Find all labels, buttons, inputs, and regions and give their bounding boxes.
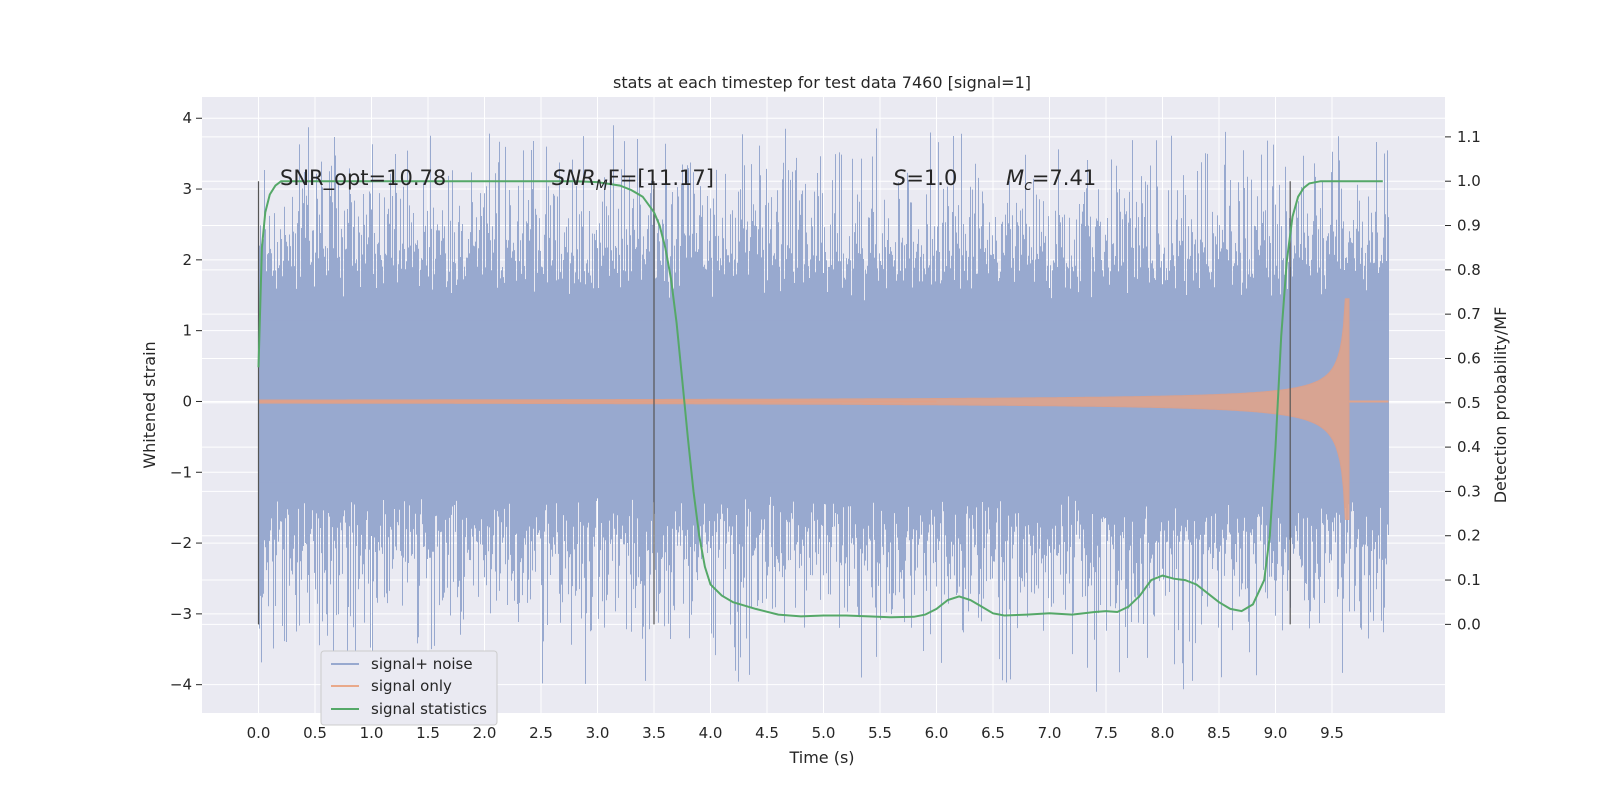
right-y-tick-label: 0.3 [1457, 482, 1481, 500]
right-y-tick-label: 0.8 [1457, 261, 1481, 279]
x-tick-label: 8.0 [1151, 724, 1175, 742]
mc-base: M [1006, 166, 1024, 190]
annotation-snr-opt: SNR_opt=10.78 [280, 166, 446, 191]
x-tick-label: 2.0 [473, 724, 497, 742]
x-tick-label: 3.5 [642, 724, 666, 742]
x-tick-label: 4.5 [755, 724, 779, 742]
right-y-tick-label: 0.5 [1457, 394, 1481, 412]
signal-chirp [258, 298, 1350, 520]
right-y-tick-labels: 1.1 1.0 0.9 0.8 0.7 0.6 0.5 0.4 0.3 0.2 0.1 0.0 [1457, 128, 1481, 633]
right-y-tick-label: 0.6 [1457, 349, 1481, 367]
mc-value: =7.41 [1032, 166, 1096, 190]
left-y-tick-label: 1 [182, 322, 192, 340]
left-y-tick-label: −4 [170, 676, 192, 694]
x-tick-label: 3.0 [586, 724, 610, 742]
left-y-tick-label: 2 [182, 251, 192, 269]
x-tick-label: 6.5 [981, 724, 1005, 742]
snr-mf-rest: F=[11.17] [608, 166, 714, 190]
right-y-tick-label: 0.2 [1457, 527, 1481, 545]
vertical-markers [257, 181, 1291, 625]
signal-series [258, 298, 1389, 520]
legend-label-stats: signal statistics [371, 700, 487, 718]
right-y-tick-label: 0.7 [1457, 305, 1481, 323]
x-tick-label: 1.5 [416, 724, 440, 742]
right-y-axis-label: Detection probability/MF [1491, 307, 1510, 504]
legend-box [320, 650, 498, 726]
x-tick-label: 1.0 [360, 724, 384, 742]
left-y-tick-label: 0 [182, 392, 192, 410]
legend-label-noise: signal+ noise [371, 655, 473, 673]
x-axis-label: Time (s) [788, 748, 854, 767]
right-y-tick-label: 0.4 [1457, 438, 1481, 456]
x-tick-label: 9.5 [1320, 724, 1344, 742]
right-y-tick-label: 0.1 [1457, 571, 1481, 589]
s-value: =1.0 [906, 166, 957, 190]
right-y-tick-label: 1.0 [1457, 172, 1481, 190]
x-tick-label: 8.5 [1207, 724, 1231, 742]
right-y-tick-label: 0.9 [1457, 217, 1481, 235]
mc-sub: c [1024, 178, 1032, 194]
snr-mf-sub: M [596, 178, 608, 194]
left-y-tick-label: −3 [170, 605, 192, 623]
right-y-tick-label: 0.0 [1457, 615, 1481, 633]
x-tick-label: 9.0 [1264, 724, 1288, 742]
x-tick-label: 5.5 [868, 724, 892, 742]
legend: signal+ noise signal only signal statist… [320, 650, 498, 726]
legend-label-signal: signal only [371, 677, 452, 695]
x-tick-label: 4.0 [699, 724, 723, 742]
x-tick-label: 7.0 [1038, 724, 1062, 742]
left-y-tick-label: 4 [182, 109, 192, 127]
left-y-tick-labels: 4 3 2 1 0 −1 −2 −3 −4 [170, 109, 192, 693]
x-tick-label: 5.0 [812, 724, 836, 742]
left-y-tick-label: −2 [170, 534, 192, 552]
right-y-tick-label: 1.1 [1457, 128, 1481, 146]
left-y-axis-label: Whitened strain [140, 341, 159, 468]
x-tick-labels: 0.0 0.5 1.0 1.5 2.0 2.5 3.0 3.5 4.0 4.5 5.0 5.5 6.0 6… [247, 724, 1344, 742]
stats-series-line [257, 180, 1383, 619]
x-tick-label: 2.5 [529, 724, 553, 742]
x-tick-label: 7.5 [1094, 724, 1118, 742]
left-y-tick-label: −1 [170, 463, 192, 481]
annotation-mc: Mc=7.41 [1006, 166, 1096, 194]
s-label: S [893, 166, 906, 190]
snr-mf-base: SNR [552, 166, 596, 190]
annotation-s: S=1.0 [893, 166, 957, 190]
x-tick-label: 0.5 [303, 724, 327, 742]
x-tick-label: 6.0 [925, 724, 949, 742]
x-tick-label: 0.0 [247, 724, 271, 742]
chart-title: stats at each timestep for test data 746… [613, 73, 1031, 92]
left-y-tick-label: 3 [182, 180, 192, 198]
annotation-snr-mf: SNRMF=[11.17] [552, 166, 714, 194]
